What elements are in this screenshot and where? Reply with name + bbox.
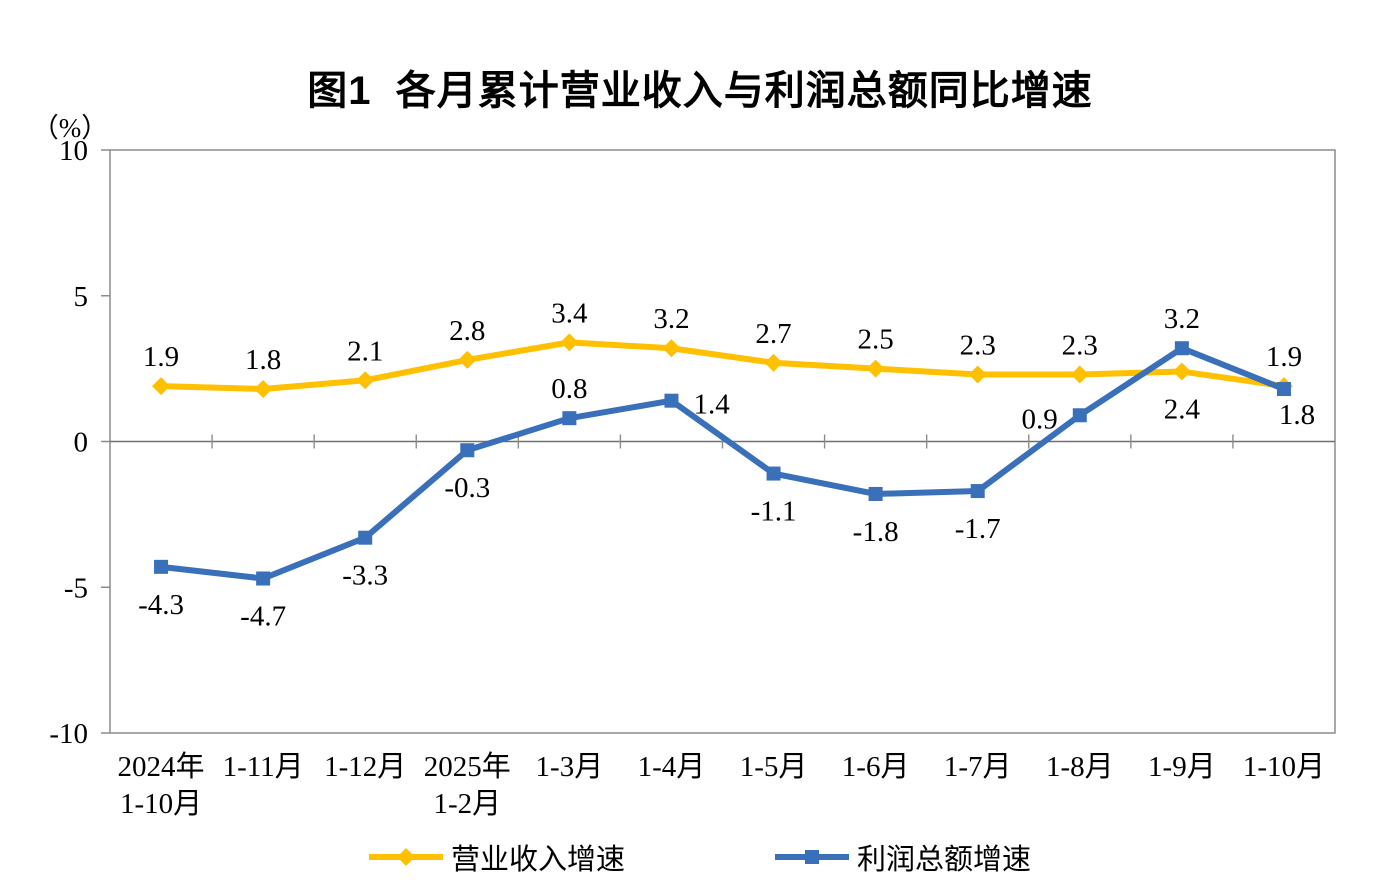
x-axis-category-label: 1-7月	[944, 751, 1012, 783]
data-point-label: 1.9	[1266, 341, 1302, 373]
x-axis-category-label: 1-9月	[1148, 751, 1216, 783]
y-axis-tick-label: -10	[49, 718, 88, 750]
chart-title: 图1 各月累计营业收入与利润总额同比增速	[307, 69, 1093, 113]
x-axis-category-label: 2024年	[118, 750, 205, 783]
data-point-label: 2.1	[347, 335, 383, 367]
data-point-label: 1.8	[245, 344, 281, 376]
chart-legend: 营业收入增速 利润总额增速	[0, 836, 1400, 878]
x-axis-category-label: 1-5月	[740, 751, 808, 783]
x-axis-category-label: 2025年	[424, 750, 511, 783]
data-point-marker	[460, 443, 475, 458]
data-point-label: 2.3	[1062, 329, 1098, 361]
data-point-label: -3.3	[342, 560, 388, 592]
legend-label-revenue-growth: 营业收入增速	[450, 844, 625, 876]
x-axis-category-label: 1-12月	[324, 751, 406, 783]
data-point-label: 2.5	[858, 324, 894, 356]
series-line-1	[158, 345, 1287, 582]
data-point-marker	[458, 350, 477, 369]
x-axis-category-label: 1-2月	[433, 788, 501, 820]
data-point-label: -0.3	[444, 472, 490, 504]
data-point-label: 1.9	[143, 341, 179, 373]
data-point-label: -4.3	[138, 589, 184, 621]
series-line-0	[158, 339, 1287, 393]
data-point-marker	[560, 333, 579, 352]
data-point-label: 0.9	[1022, 403, 1058, 435]
legend-item-revenue-growth: 营业收入增速	[368, 836, 625, 878]
x-axis-category-label: 1-3月	[536, 751, 604, 783]
data-point-marker	[1172, 362, 1191, 381]
profit-series-legend-marker	[775, 850, 849, 864]
y-axis-tick-label: 5	[74, 281, 89, 313]
data-point-marker	[968, 365, 987, 384]
data-point-marker	[154, 559, 169, 574]
data-point-label: -4.7	[240, 601, 286, 633]
data-point-marker	[1174, 341, 1189, 356]
data-point-label: 1.4	[693, 389, 730, 421]
data-point-marker	[662, 339, 681, 358]
data-point-label: 3.4	[551, 297, 588, 329]
y-axis-tick-label: -5	[64, 572, 88, 604]
x-axis-category-label: 1-4月	[638, 751, 706, 783]
data-point-label: 2.4	[1164, 394, 1201, 426]
data-point-marker	[868, 486, 883, 501]
diamond-marker-icon	[396, 848, 415, 866]
data-point-marker	[562, 411, 577, 426]
data-point-marker	[866, 359, 885, 378]
revenue-series-legend-marker	[368, 848, 443, 866]
y-axis-tick-label: 10	[59, 135, 88, 167]
legend-item-profit-growth: 利润总额增速	[775, 836, 1031, 878]
data-point-marker	[358, 530, 373, 545]
data-point-marker	[1276, 382, 1291, 397]
data-point-marker	[1070, 365, 1089, 384]
data-point-label: 2.8	[449, 315, 485, 347]
data-point-marker	[254, 380, 273, 399]
x-axis-category-label: 1-6月	[842, 751, 910, 783]
data-point-label: 3.2	[1164, 303, 1200, 335]
data-point-marker	[356, 371, 375, 390]
data-point-label: -1.8	[853, 516, 899, 548]
data-point-label: 3.2	[653, 303, 689, 335]
data-point-marker	[970, 484, 985, 499]
x-axis-category-label: 1-8月	[1046, 751, 1114, 783]
data-point-marker	[664, 393, 679, 408]
data-point-label: 0.8	[551, 373, 587, 405]
data-point-marker	[766, 466, 781, 481]
x-axis-category-label: 1-10月	[120, 788, 202, 820]
data-point-label: -1.1	[751, 496, 797, 528]
y-axis-tick-label: 0	[74, 427, 89, 459]
data-point-marker	[764, 353, 783, 372]
square-marker-icon	[805, 850, 819, 864]
x-axis-category-label: 1-11月	[223, 751, 304, 783]
data-point-label: 2.3	[960, 329, 996, 361]
data-point-marker	[1072, 408, 1087, 423]
data-point-label: -1.7	[955, 513, 1001, 545]
data-point-label: 2.7	[755, 318, 791, 350]
y-axis-unit-label: （%）	[31, 113, 109, 143]
legend-label-profit-growth: 利润总额增速	[857, 844, 1032, 876]
data-point-marker	[256, 571, 271, 586]
data-point-marker	[152, 377, 171, 396]
data-point-label: 1.8	[1279, 399, 1315, 431]
x-axis-category-label: 1-10月	[1243, 751, 1325, 783]
